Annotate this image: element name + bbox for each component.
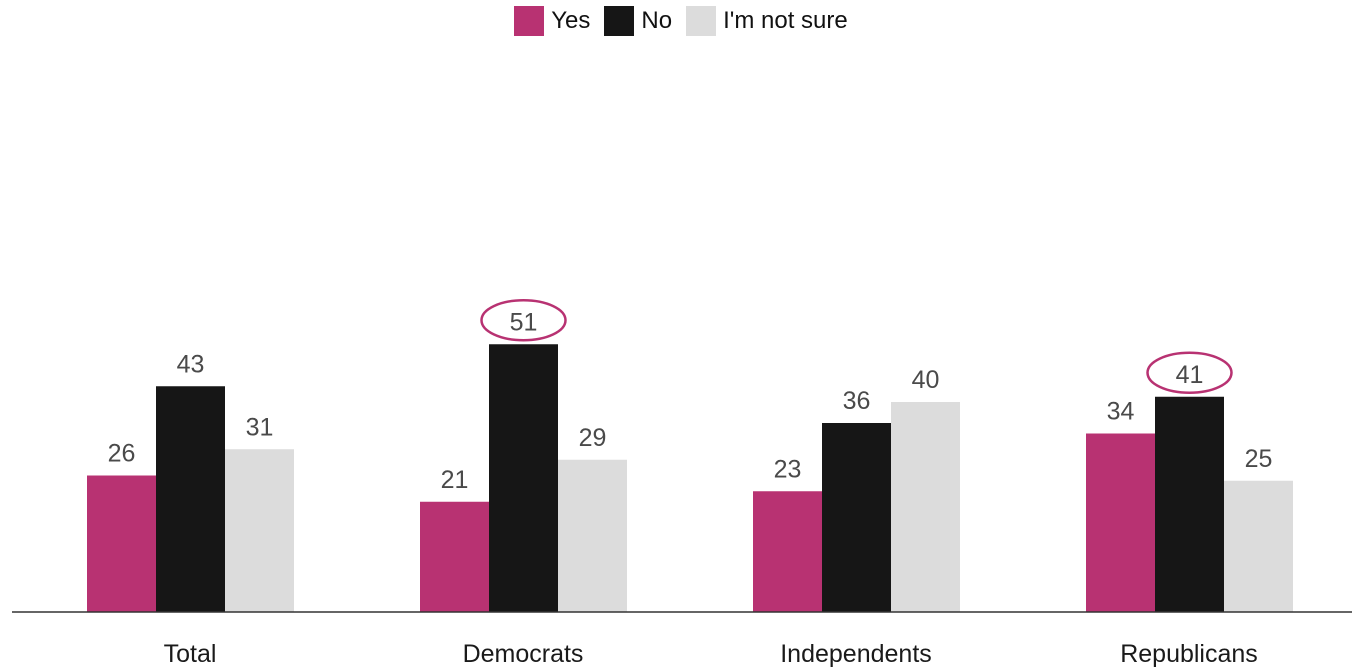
legend-label-yes: Yes: [551, 7, 591, 34]
data-label-independents-i-m-not-sure: 40: [912, 366, 940, 394]
bar-total-yes: [87, 475, 156, 612]
legend-item-yes: Yes: [514, 6, 590, 36]
bar-independents-yes: [753, 491, 822, 612]
data-label-total-yes: 26: [108, 440, 136, 468]
bar-total-i-m-not-sure: [225, 449, 294, 612]
data-label-republicans-yes: 34: [1107, 398, 1135, 426]
data-label-democrats-no: 51: [510, 308, 538, 336]
category-label-total: Total: [164, 640, 217, 667]
data-label-total-i-m-not-sure: 31: [246, 413, 274, 441]
legend-label-no: No: [641, 7, 673, 34]
legend-swatch-not-sure: [686, 6, 717, 36]
legend-item-no: No: [604, 6, 672, 36]
bar-independents-no: [822, 423, 891, 612]
legend-item-not-sure: I'm not sure: [686, 6, 848, 36]
bar-republicans-yes: [1086, 433, 1155, 612]
data-label-independents-no: 36: [843, 387, 871, 415]
legend-label-not-sure: I'm not sure: [723, 7, 848, 34]
data-label-republicans-i-m-not-sure: 25: [1245, 445, 1273, 473]
data-label-total-no: 43: [177, 350, 205, 378]
category-label-independents: Independents: [780, 640, 932, 667]
bar-democrats-no: [489, 344, 558, 612]
bar-total-no: [156, 386, 225, 612]
legend-swatch-yes: [514, 6, 545, 36]
bar-independents-i-m-not-sure: [891, 402, 960, 612]
highlight-circle-democrats: [480, 299, 567, 342]
data-label-democrats-yes: 21: [441, 466, 469, 494]
category-label-republicans: Republicans: [1120, 640, 1258, 667]
bar-republicans-no: [1155, 396, 1224, 612]
data-label-republicans-no: 41: [1176, 361, 1204, 389]
bar-democrats-yes: [420, 501, 489, 612]
category-label-democrats: Democrats: [463, 640, 584, 667]
bar-republicans-i-m-not-sure: [1224, 480, 1293, 612]
bar-democrats-i-m-not-sure: [558, 459, 627, 612]
highlight-circle-republicans: [1146, 351, 1233, 394]
legend-swatch-no: [604, 6, 635, 36]
data-label-independents-yes: 23: [774, 455, 802, 483]
legend: Yes No I'm not sure: [0, 6, 1362, 36]
data-label-democrats-i-m-not-sure: 29: [579, 424, 607, 452]
